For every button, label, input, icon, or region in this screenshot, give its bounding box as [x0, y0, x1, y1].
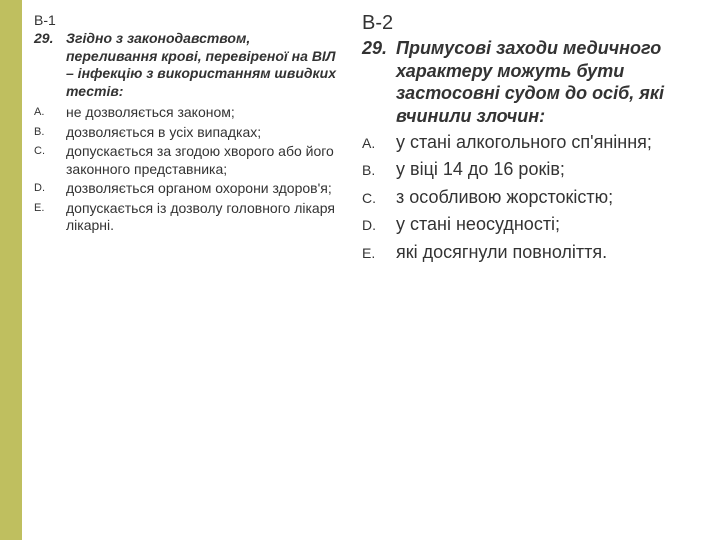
- option-letter: D.: [362, 213, 396, 236]
- option-right-c: C. з особливою жорстокістю;: [362, 186, 682, 209]
- accent-bar: [0, 0, 22, 540]
- option-letter: A.: [34, 104, 66, 122]
- option-letter: E.: [362, 241, 396, 264]
- option-letter: A.: [362, 131, 396, 154]
- option-text: які досягнули повноліття.: [396, 241, 682, 264]
- option-left-b: B. дозволяється в усіх випадках;: [34, 124, 344, 142]
- option-text: з особливою жорстокістю;: [396, 186, 682, 209]
- question-right: 29. Примусові заходи медичного характеру…: [362, 37, 682, 127]
- option-text: дозволяється органом охорони здоров'я;: [66, 180, 344, 198]
- option-left-a: A. не дозволяється законом;: [34, 104, 344, 122]
- option-text: дозволяється в усіх випадках;: [66, 124, 344, 142]
- variant-label-left: В-1: [34, 12, 344, 28]
- options-right: A. у стані алкогольного сп'яніння; B. у …: [362, 131, 682, 268]
- option-text: допускається із дозволу головного лікаря…: [66, 200, 344, 235]
- option-letter: C.: [34, 143, 66, 178]
- option-letter: B.: [34, 124, 66, 142]
- option-letter: B.: [362, 158, 396, 181]
- option-right-b: B. у віці 14 до 16 років;: [362, 158, 682, 181]
- question-number-right: 29.: [362, 37, 396, 127]
- option-right-e: E. які досягнули повноліття.: [362, 241, 682, 264]
- option-letter: E.: [34, 200, 66, 235]
- option-text: не дозволяється законом;: [66, 104, 344, 122]
- option-right-d: D. у стані неосудності;: [362, 213, 682, 236]
- content-wrapper: В-1 29. Згідно з законодавством, перелив…: [34, 12, 702, 528]
- option-letter: C.: [362, 186, 396, 209]
- option-left-e: E. допускається із дозволу головного лік…: [34, 200, 344, 235]
- option-left-c: C. допускається за згодою хворого або йо…: [34, 143, 344, 178]
- options-left: A. не дозволяється законом; B. дозволяєт…: [34, 104, 344, 237]
- option-left-d: D. дозволяється органом охорони здоров'я…: [34, 180, 344, 198]
- option-text: допускається за згодою хворого або його …: [66, 143, 344, 178]
- question-number-left: 29.: [34, 30, 66, 100]
- left-column: В-1 29. Згідно з законодавством, перелив…: [34, 12, 344, 528]
- question-left: 29. Згідно з законодавством, переливання…: [34, 30, 344, 100]
- right-column: В-2 29. Примусові заходи медичного харак…: [362, 12, 682, 528]
- question-text-right: Примусові заходи медичного характеру мож…: [396, 37, 682, 127]
- option-letter: D.: [34, 180, 66, 198]
- variant-label-right: В-2: [362, 12, 682, 35]
- option-right-a: A. у стані алкогольного сп'яніння;: [362, 131, 682, 154]
- question-text-left: Згідно з законодавством, переливання кро…: [66, 30, 344, 100]
- option-text: у віці 14 до 16 років;: [396, 158, 682, 181]
- option-text: у стані алкогольного сп'яніння;: [396, 131, 682, 154]
- option-text: у стані неосудності;: [396, 213, 682, 236]
